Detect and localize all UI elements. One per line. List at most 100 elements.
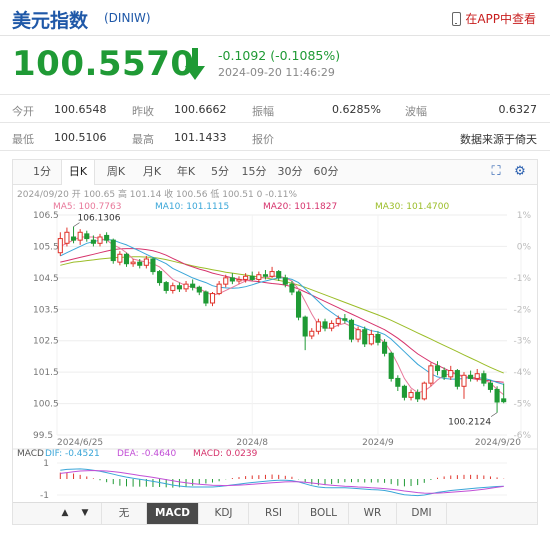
ma-legend-item: MA10: 101.1115 (155, 202, 229, 212)
chart-grid (56, 214, 522, 436)
tab-indicator-boll[interactable]: BOLL (299, 503, 349, 524)
candle-body (223, 277, 229, 285)
candle-body (342, 318, 348, 321)
tab-indicator-wr[interactable]: WR (349, 503, 397, 524)
candle-body (57, 238, 63, 254)
tab-indicator-rsi[interactable]: RSI (249, 503, 299, 524)
x-tick-label: 2024/9/20 (475, 438, 521, 448)
tab-30min[interactable]: 30分 (277, 165, 303, 178)
candle-body (269, 271, 275, 277)
indicator-tabs: ▲ ▼ 无 MACD KDJ RSI BOLL WR DMI (13, 502, 537, 524)
tab-monthly[interactable]: 月K (142, 165, 162, 178)
candle-body (70, 236, 77, 241)
ma-legend-item: MA30: 101.4700 (375, 202, 449, 212)
candle-body (295, 291, 302, 318)
stat-value-range: 0.6327 (498, 103, 538, 116)
candle-body (329, 322, 335, 329)
candle-body (408, 392, 414, 398)
dif-line (60, 468, 504, 497)
candle-body (163, 282, 169, 291)
tab-5min[interactable]: 5分 (211, 165, 229, 178)
tab-indicator-none[interactable]: 无 (101, 503, 147, 524)
high-marker (73, 222, 80, 227)
candlestick-chart[interactable]: 2024/09/20 开 100.65 高 101.14 收 100.56 低 … (13, 185, 537, 503)
y-pct-tick-label: 1% (517, 211, 532, 221)
y-tick-label: 101.5 (33, 368, 59, 378)
tab-1min[interactable]: 1分 (33, 165, 51, 178)
candle-body (243, 275, 249, 280)
y-pct-tick-label: -3% (513, 337, 531, 347)
macd-legend-item: DIF: -0.4521 (45, 449, 100, 459)
open-in-app-link[interactable]: 在APP中查看 (452, 10, 536, 27)
candle-body (487, 382, 494, 390)
candle-body (395, 377, 401, 387)
macd-y-tick-label: -1 (40, 491, 49, 501)
tab-weekly[interactable]: 周K (106, 165, 126, 178)
page-header: 美元指数 (DINIW) 在APP中查看 (0, 0, 550, 36)
candle-body (448, 370, 454, 378)
candle-body (348, 319, 355, 340)
tab-indicator-dmi[interactable]: DMI (397, 503, 447, 524)
tab-60min[interactable]: 60分 (313, 165, 339, 178)
candle-body (315, 321, 321, 332)
candle-body (256, 274, 262, 280)
candle-body (143, 258, 149, 266)
candle-body (249, 275, 255, 280)
high-annotation: 106.1306 (78, 214, 121, 224)
stat-label-high: 最高 (132, 133, 154, 146)
candle-body (468, 374, 474, 379)
price-annotations: 106.1306 100.2124 (73, 214, 498, 428)
phone-icon (452, 11, 462, 26)
tab-indicator-macd[interactable]: MACD (147, 503, 199, 524)
expand-icon[interactable]: ⛶ (491, 164, 501, 179)
down-arrow-icon (185, 48, 205, 80)
stat-value-prev-close: 100.6662 (174, 103, 227, 116)
y-tick-label: 105.5 (33, 242, 59, 252)
ma-legend-item: MA5: 100.7763 (53, 202, 121, 212)
candle-body (77, 231, 83, 241)
candle-body (428, 365, 434, 384)
candle-body (209, 293, 216, 304)
y-pct-tick-label: -5% (513, 400, 531, 410)
candle-body (355, 329, 361, 340)
arrow-down-icon[interactable]: ▼ (81, 508, 89, 518)
stat-value-high: 101.1433 (174, 131, 227, 144)
candle-body (262, 274, 269, 277)
y-pct-tick-label: -4% (513, 368, 531, 378)
candle-body (388, 352, 394, 379)
price-change: -0.1092 (-0.1085%) (218, 48, 341, 63)
candle-body (481, 373, 487, 384)
stat-label-open: 今开 (12, 105, 34, 118)
period-tabs: 1分 日K 周K 月K 年K 5分 15分 30分 60分 ⛶ ⚙ (13, 160, 537, 185)
candle-body (176, 285, 182, 290)
stats-row: 最低 100.5106 最高 101.1433 报价 数据来源于倚天 (0, 123, 550, 151)
candle-body (362, 329, 368, 345)
candle-body (203, 291, 209, 304)
candle-body (501, 398, 507, 403)
y-tick-label: 102.5 (33, 337, 59, 347)
candle-body (64, 231, 70, 244)
candle-body (415, 392, 421, 400)
ohlc-info-line: 2024/09/20 开 100.65 高 101.14 收 100.56 低 … (17, 188, 297, 200)
symbol-code: (DINIW) (104, 11, 151, 25)
ma5-line (60, 236, 505, 396)
y-tick-label: 99.5 (33, 431, 53, 441)
macd-y-tick-label: 1 (43, 459, 49, 469)
stat-value-amplitude: 0.6285% (332, 103, 381, 116)
y-tick-label: 104.5 (33, 274, 59, 284)
candle-body (441, 370, 447, 378)
tab-daily[interactable]: 日K (61, 160, 95, 185)
candle-body (375, 333, 381, 343)
x-tick-label: 2024/8 (236, 438, 268, 448)
arrow-up-icon[interactable]: ▲ (61, 508, 69, 518)
candle-body (97, 236, 103, 244)
stat-value-open: 100.6548 (54, 103, 107, 116)
macd-legend-item: MACD (17, 449, 44, 459)
candle-body (157, 271, 163, 284)
tab-yearly[interactable]: 年K (176, 165, 196, 178)
tab-indicator-kdj[interactable]: KDJ (199, 503, 249, 524)
settings-icon[interactable]: ⚙ (514, 164, 526, 179)
ma-legend: MA5: 100.7763 MA10: 101.1115 MA20: 101.182… (53, 202, 449, 212)
tab-15min[interactable]: 15分 (241, 165, 267, 178)
macd-legend-item: DEA: -0.4640 (117, 449, 177, 459)
